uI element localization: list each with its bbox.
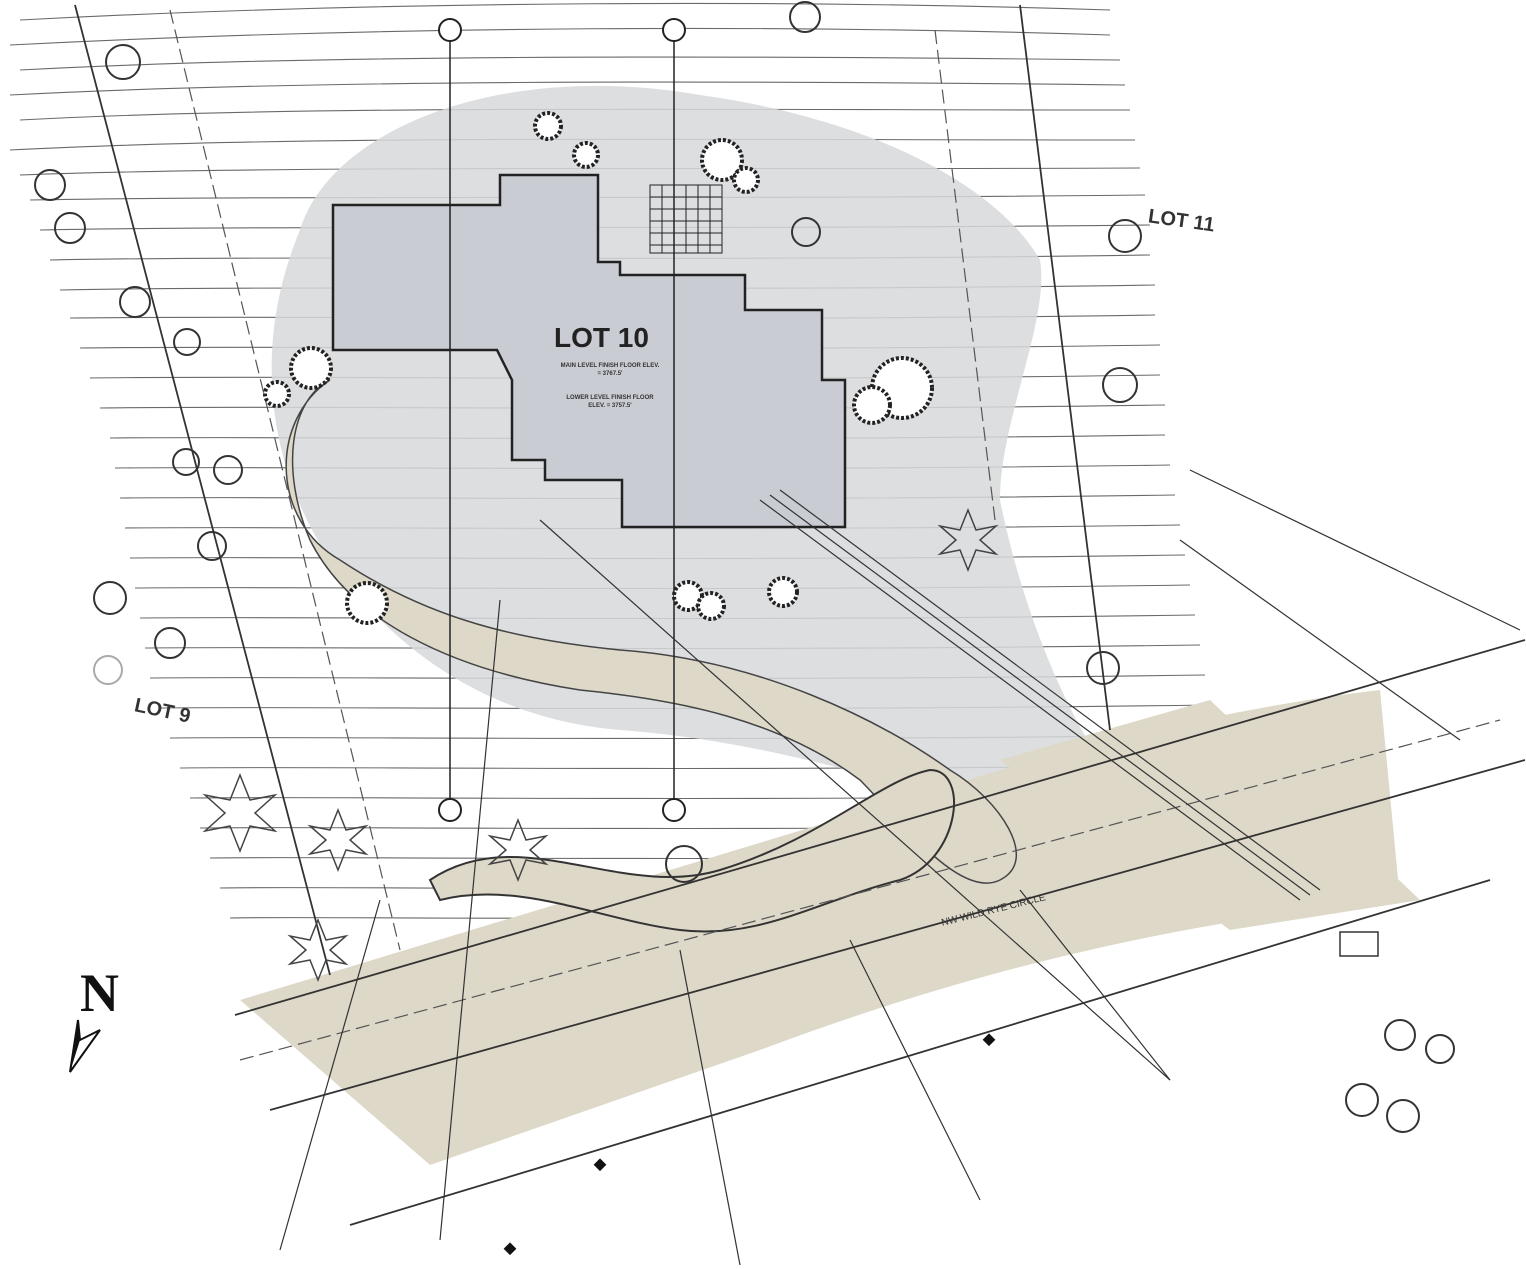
evergreen-trees [263, 111, 934, 625]
north-label: N [80, 963, 119, 1023]
utility-box [1339, 931, 1379, 957]
section-markers [438, 18, 686, 822]
driveway [285, 379, 1018, 884]
lot-10-label: LOT 10 [554, 322, 649, 353]
road-paving-right [1000, 700, 1420, 930]
shrubs [202, 507, 999, 983]
section-lines [449, 30, 675, 810]
utility-lines [279, 469, 1521, 1266]
lot-lines [74, 4, 1526, 1226]
site-markers [503, 1033, 996, 1256]
deck-grid [649, 184, 723, 254]
trees [34, 1, 1455, 1133]
drainage-swale [428, 768, 955, 933]
lower-floor-note: LOWER LEVEL FINISH FLOOR ELEV. = 3757.5' [566, 395, 654, 409]
setback-lines [169, 9, 1501, 1061]
house-footprint [331, 173, 847, 529]
main-floor-note: MAIN LEVEL FINISH FLOOR ELEV. = 3767.5' [560, 363, 660, 377]
